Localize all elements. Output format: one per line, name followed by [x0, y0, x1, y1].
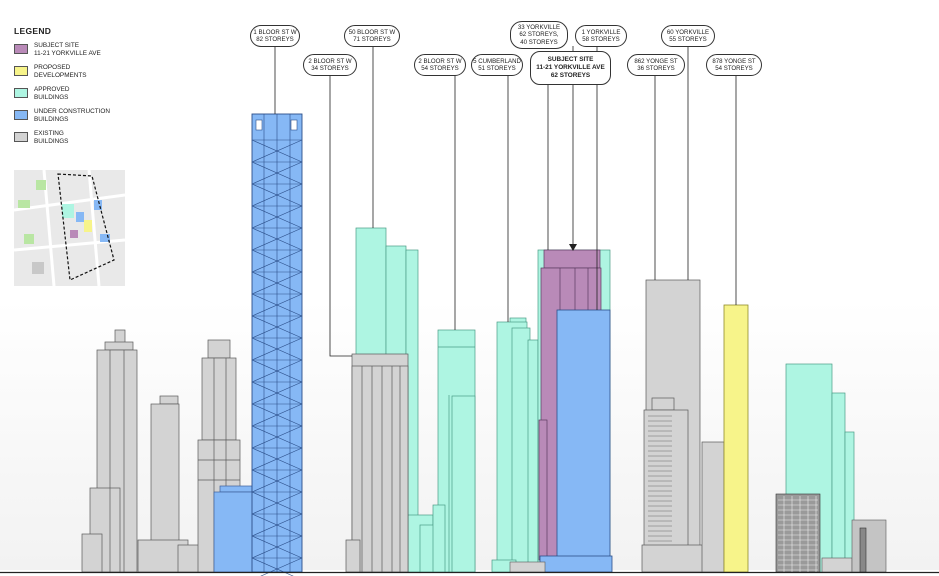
- callout-subject-address: 11-21 YORKVILLE AVE: [536, 64, 605, 71]
- legend-swatch-subject: [14, 44, 28, 54]
- callout-1-bloor-name: 1 BLOOR ST W: [253, 28, 297, 36]
- callout-60-yorkville: 60 YORKVILLE 55 STOREYS: [661, 25, 715, 47]
- under-construction-podium-left: [213, 485, 257, 573]
- legend-title: LEGEND: [14, 26, 52, 36]
- legend-item-approved: APPROVED BUILDINGS: [14, 86, 144, 102]
- legend-item-existing: EXISTING BUILDINGS: [14, 130, 144, 146]
- callout-2-bloor-54-name: 2 BLOOR ST W: [418, 57, 462, 65]
- callout-33-yorkville-storeys-2: 40 STOREYS: [520, 38, 558, 46]
- callout-862-yonge-storeys: 36 STOREYS: [637, 65, 675, 72]
- legend-label-approved: APPROVED BUILDINGS: [34, 86, 70, 101]
- legend-swatch-under-construction: [14, 110, 28, 120]
- legend-swatch-existing: [14, 132, 28, 142]
- callout-subject-name: SUBJECT SITE: [547, 56, 594, 63]
- legend-item-under-construction: UNDER CONSTRUCTION BUILDINGS: [14, 108, 144, 124]
- subject-arrowhead: [569, 244, 577, 251]
- tower-2-bloor-st-w: [345, 353, 409, 573]
- callout-878-yonge-st: 878 YONGE ST 54 STOREYS: [706, 54, 762, 76]
- existing-slab-right: [701, 441, 725, 573]
- legend-label-under-construction: UNDER CONSTRUCTION BUILDINGS: [34, 108, 110, 123]
- callout-878-yonge-storeys: 54 STOREYS: [715, 65, 753, 72]
- callout-2-bloor-st-w-54: 2 BLOOR ST W 54 STOREYS: [414, 54, 466, 76]
- legend-label-existing: EXISTING BUILDINGS: [34, 130, 69, 145]
- yorkville-base: [509, 561, 546, 573]
- callout-50-bloor-name: 50 BLOOR ST W: [348, 28, 396, 36]
- callout-878-yonge-name: 878 YONGE ST: [712, 57, 756, 65]
- legend-label-subject: SUBJECT SITE 11-21 YORKVILLE AVE: [34, 42, 101, 57]
- callout-50-bloor-st-w: 50 BLOOR ST W 71 STOREYS: [344, 25, 400, 47]
- callout-2-bloor-name: 2 BLOOR ST W: [308, 57, 352, 65]
- tower-878-yonge-st: [723, 304, 749, 573]
- callout-2-bloor-54-storeys: 54 STOREYS: [421, 65, 459, 72]
- callout-5-cumberland-storeys: 51 STOREYS: [478, 65, 516, 72]
- callout-subject-site: SUBJECT SITE 11-21 YORKVILLE AVE 62 STOR…: [530, 51, 611, 85]
- callout-1-yorkville-storeys: 58 STOREYS: [582, 36, 620, 43]
- callout-5-cumberland-name: 5 CUMBERLAND: [473, 57, 521, 65]
- callout-33-yorkville: 33 YORKVILLE 62 STOREYS, 40 STOREYS: [510, 21, 568, 49]
- callout-2-bloor-storeys: 34 STOREYS: [311, 65, 349, 72]
- callout-5-cumberland: 5 CUMBERLAND 51 STOREYS: [471, 54, 523, 76]
- existing-tower-far-left: [81, 329, 138, 573]
- tower-5-cumberland: [491, 317, 539, 573]
- legend: LEGEND SUBJECT SITE 11-21 YORKVILLE AVE …: [14, 26, 144, 152]
- callout-1-yorkville: 1 YORKVILLE 58 STOREYS: [575, 25, 627, 47]
- callout-862-yonge-st: 862 YONGE ST 36 STOREYS: [627, 54, 685, 76]
- callout-2-bloor-st-w: 2 BLOOR ST W 34 STOREYS: [303, 54, 357, 76]
- existing-tower-far-right: [775, 493, 887, 573]
- callout-1-yorkville-name: 1 YORKVILLE: [581, 28, 621, 36]
- legend-label-proposed: PROPOSED DEVELOPMENTS: [34, 64, 87, 79]
- callout-subject-storeys: 62 STOREYS: [550, 72, 591, 79]
- tower-1-yorkville: [539, 309, 613, 573]
- site-key-map: [14, 170, 125, 286]
- callout-862-yonge-name: 862 YONGE ST: [634, 57, 678, 65]
- callout-33-yorkville-name: 33 YORKVILLE: [517, 23, 561, 31]
- callout-1-bloor-storeys: 82 STOREYS: [256, 36, 294, 43]
- callout-leaders: [274, 46, 737, 357]
- callout-60-yorkville-name: 60 YORKVILLE: [666, 28, 710, 36]
- tower-2-bloor-st-w-54: [432, 329, 476, 573]
- legend-swatch-proposed: [14, 66, 28, 76]
- callout-33-yorkville-storeys: 62 STOREYS,: [519, 31, 559, 39]
- callout-50-bloor-storeys: 71 STOREYS: [353, 36, 391, 43]
- tower-1-bloor-st-w: [251, 113, 303, 576]
- existing-tower-left-2: [137, 395, 205, 573]
- legend-swatch-approved: [14, 88, 28, 98]
- callout-1-bloor-st-w: 1 BLOOR ST W 82 STOREYS: [250, 25, 300, 47]
- legend-item-proposed: PROPOSED DEVELOPMENTS: [14, 64, 144, 80]
- legend-item-subject: SUBJECT SITE 11-21 YORKVILLE AVE: [14, 42, 144, 58]
- callout-60-yorkville-storeys: 55 STOREYS: [669, 36, 707, 43]
